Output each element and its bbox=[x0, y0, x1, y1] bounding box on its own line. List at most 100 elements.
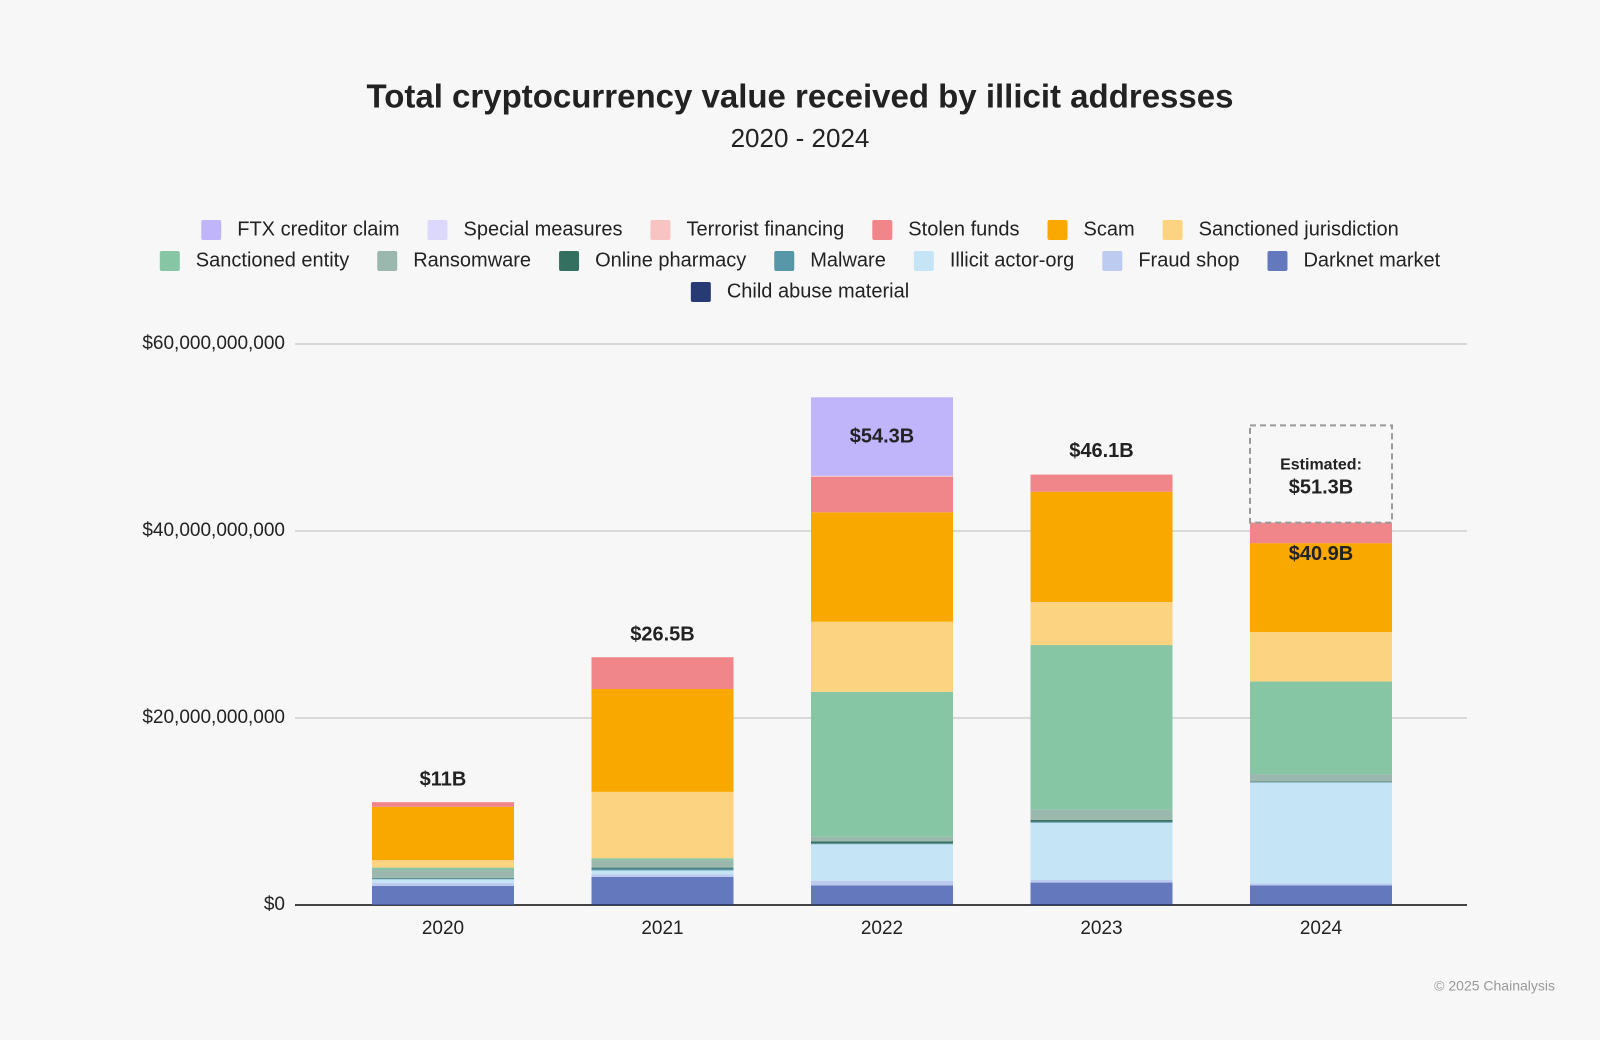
x-tick-label: 2022 bbox=[861, 918, 903, 939]
bar-segment bbox=[1030, 645, 1173, 810]
x-tick-label: 2023 bbox=[1080, 918, 1122, 939]
bar-segment bbox=[811, 621, 953, 692]
legend-label: Malware bbox=[810, 249, 886, 271]
bar-segment bbox=[591, 867, 734, 869]
legend-label: FTX creditor claim bbox=[237, 218, 399, 240]
total-label: $46.1B bbox=[1069, 440, 1134, 462]
legend-row: Sanctioned entity Ransomware Online pharma… bbox=[159, 249, 1441, 271]
y-tick-label: $60,000,000,000 bbox=[142, 333, 285, 354]
bar-segment bbox=[811, 904, 953, 905]
legend-label: Special measures bbox=[463, 218, 622, 240]
bar-segment bbox=[372, 860, 514, 868]
legend-swatch bbox=[201, 220, 222, 240]
bar-segment bbox=[1030, 473, 1173, 475]
bar-segment bbox=[372, 867, 514, 870]
bar-segment bbox=[811, 476, 953, 513]
bar-segment bbox=[372, 879, 514, 884]
chart-subtitle: 2020 - 2024 bbox=[731, 123, 870, 153]
estimate-label: $51.3B bbox=[1289, 477, 1354, 499]
legend-label: Fraud shop bbox=[1138, 249, 1239, 271]
y-tick-label: $20,000,000,000 bbox=[142, 707, 285, 728]
x-tick-label: 2021 bbox=[641, 918, 683, 939]
bar-segment bbox=[1030, 602, 1173, 646]
bar-segment bbox=[811, 880, 953, 886]
legend-swatch bbox=[690, 282, 711, 302]
bar-segment bbox=[1250, 681, 1392, 775]
bar-segment bbox=[1030, 821, 1173, 823]
bar-segment bbox=[811, 691, 953, 837]
x-tick-label: 2024 bbox=[1300, 918, 1343, 939]
legend-swatch bbox=[872, 220, 893, 240]
legend-row: FTX creditor claim Special measures Terror… bbox=[201, 218, 1399, 240]
bar-segment bbox=[811, 885, 953, 905]
bar-segment bbox=[1030, 882, 1173, 905]
bar-segment bbox=[1030, 879, 1173, 883]
legend-label: Scam bbox=[1084, 218, 1135, 240]
y-tick-label: $0 bbox=[264, 894, 285, 915]
bar-segment bbox=[1030, 822, 1173, 880]
legend-swatch bbox=[650, 220, 671, 240]
bar-segment bbox=[591, 868, 734, 871]
bar-segment bbox=[1250, 631, 1392, 682]
legend-swatch bbox=[1047, 220, 1068, 240]
estimate-box bbox=[1249, 424, 1393, 524]
bar-segment bbox=[372, 878, 514, 880]
bar-segment bbox=[591, 689, 734, 792]
bar-segment bbox=[811, 397, 953, 476]
bar-segment bbox=[1250, 774, 1392, 782]
bar-segment bbox=[1030, 904, 1173, 905]
bar-segment bbox=[591, 870, 734, 875]
legend-swatch bbox=[559, 251, 580, 271]
total-label: $26.5B bbox=[630, 624, 695, 646]
bar-segment bbox=[811, 844, 953, 881]
bar-segment bbox=[1250, 782, 1392, 884]
bar-segment bbox=[591, 876, 734, 905]
legend-label: Terrorist financing bbox=[686, 218, 844, 240]
legend-row: Child abuse material bbox=[690, 280, 909, 302]
legend-label: Darknet market bbox=[1303, 249, 1440, 271]
source: © 2025 Chainalysis bbox=[1434, 978, 1555, 994]
bar-segment bbox=[591, 874, 734, 877]
bar-segment bbox=[811, 475, 953, 477]
total-label: $54.3B bbox=[850, 426, 915, 448]
total-label: $40.9B bbox=[1289, 543, 1354, 565]
legend-label: Illicit actor-org bbox=[950, 249, 1074, 271]
bar-segment bbox=[372, 806, 514, 861]
legend-swatch bbox=[1102, 251, 1123, 271]
chart-title: Total cryptocurrency value received by i… bbox=[367, 78, 1234, 115]
bar-segment bbox=[591, 904, 734, 905]
bar-segment bbox=[1250, 883, 1392, 886]
legend-swatch bbox=[377, 251, 398, 271]
x-tick-label: 2020 bbox=[422, 918, 464, 939]
bar-segment bbox=[1250, 522, 1392, 544]
legend-swatch bbox=[1267, 251, 1288, 271]
bar-segment bbox=[1030, 491, 1173, 603]
bar-segment bbox=[372, 885, 514, 905]
bar-segment bbox=[372, 869, 514, 878]
legend-label: Sanctioned jurisdiction bbox=[1199, 218, 1399, 240]
bar-segment bbox=[811, 836, 953, 842]
bar-segment bbox=[1250, 904, 1392, 905]
bar-segment bbox=[591, 791, 734, 859]
bar-segment bbox=[591, 657, 734, 690]
bar-segment bbox=[372, 802, 514, 807]
legend-swatch bbox=[1162, 220, 1183, 240]
bar-segment bbox=[1030, 819, 1173, 822]
bar-segment bbox=[591, 860, 734, 868]
bar-segment bbox=[1030, 809, 1173, 820]
bar-segment bbox=[372, 883, 514, 886]
legend-label: Child abuse material bbox=[727, 280, 909, 302]
legend-label: Ransomware bbox=[413, 249, 531, 271]
legend-label: Sanctioned entity bbox=[196, 249, 349, 271]
legend-swatch bbox=[774, 251, 795, 271]
estimate-text: Estimated: bbox=[1280, 457, 1362, 474]
bar-segment bbox=[1250, 885, 1392, 905]
bar-segment bbox=[811, 841, 953, 844]
bar-segment bbox=[811, 512, 953, 622]
y-tick-label: $40,000,000,000 bbox=[142, 520, 285, 541]
bar-segment bbox=[1250, 543, 1392, 632]
bar-segment bbox=[811, 843, 953, 845]
bar-segment bbox=[591, 858, 734, 861]
legend-swatch bbox=[913, 251, 934, 271]
